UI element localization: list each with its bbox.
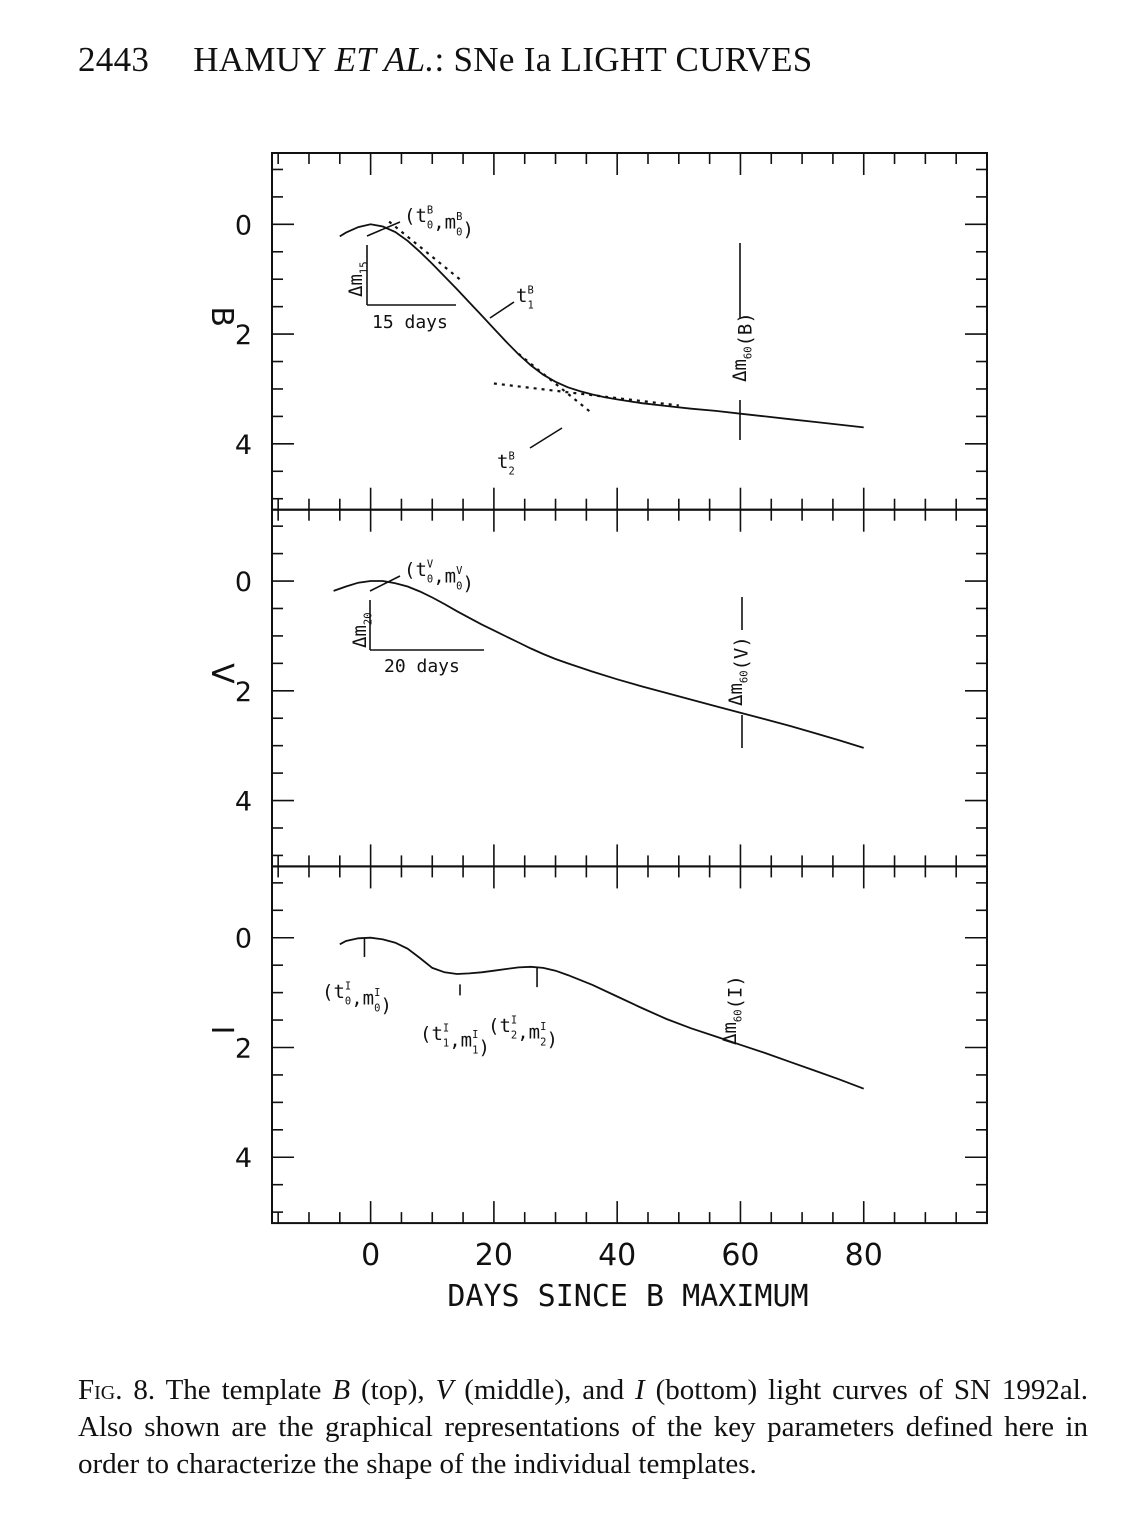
caption-i: I xyxy=(635,1374,645,1406)
peak-label: (tV 0,mV 0) xyxy=(404,558,474,594)
x-tick-label: 0 xyxy=(361,1238,380,1273)
tangent-late-steep xyxy=(517,352,594,415)
header-authors: HAMUY xyxy=(193,40,326,79)
header-etal: ET AL. xyxy=(334,40,435,79)
dm60-label: Δm60(B) xyxy=(729,312,757,382)
dm15-label: Δm15 xyxy=(345,262,371,297)
x-axis-label: DAYS SINCE B MAXIMUM xyxy=(447,1279,808,1314)
caption-fig-label: Fig. 8. xyxy=(78,1374,156,1406)
y-tick-label: 0 xyxy=(235,210,252,241)
panel-frame xyxy=(271,865,988,1225)
header-title: SNe Ia LIGHT CURVES xyxy=(453,40,813,79)
peak-pointer xyxy=(366,221,401,237)
caption-pre: The template xyxy=(155,1374,333,1406)
panel-frame xyxy=(271,508,988,868)
x-tick-label: 40 xyxy=(598,1238,636,1273)
days20-label: 20 days xyxy=(384,656,460,677)
figure-caption: Fig. 8. The template B (top), V (middle)… xyxy=(78,1372,1088,1483)
days15-label: 15 days xyxy=(372,312,448,333)
caption-b-note: (top), xyxy=(350,1374,436,1406)
y-tick-label: 0 xyxy=(235,567,252,598)
dm20-label: Δm20 xyxy=(349,613,375,648)
x-tick-label: 80 xyxy=(845,1238,883,1273)
t2-pointer xyxy=(529,427,563,449)
y-tick-label: 2 xyxy=(235,677,252,708)
t1-pointer xyxy=(489,301,515,319)
y-axis-label: V xyxy=(204,663,239,684)
t2-label: tB 2 xyxy=(497,450,515,477)
peak-label: (tI 0,mI 0) xyxy=(322,980,392,1016)
t1-label: tB 1 xyxy=(516,284,534,311)
y-axis-label: B xyxy=(204,306,239,327)
y-tick-label: 2 xyxy=(235,320,252,351)
peak-label: (tB 0,mB 0) xyxy=(404,204,474,240)
second-label: (tI 2,mI 2) xyxy=(488,1014,558,1050)
x-tick-label: 20 xyxy=(475,1238,513,1273)
light-curve-i xyxy=(339,936,865,1090)
peak-pointer xyxy=(369,575,401,592)
panel-i: 0 2 4 I (tI 0,mI 0) (tI 1,mI 1)(tI 2,mI 2) Δm60(I) 0 2… xyxy=(204,865,988,1273)
y-tick-label: 4 xyxy=(235,787,252,818)
page-number: 2443 xyxy=(78,40,150,79)
y-axis-label: I xyxy=(204,1026,239,1035)
light-curve-v xyxy=(333,580,864,749)
caption-b: B xyxy=(332,1374,351,1406)
x-tick-label: 60 xyxy=(721,1238,759,1273)
running-header: 2443 HAMUY ET AL.: SNe Ia LIGHT CURVES xyxy=(78,40,813,80)
y-tick-label: 0 xyxy=(235,924,252,955)
tangent-late-tail xyxy=(493,382,679,407)
caption-v-note: (middle), and xyxy=(453,1374,636,1406)
y-tick-label: 4 xyxy=(235,430,252,461)
caption-v: V xyxy=(435,1374,454,1406)
dm60-label: Δm60(V) xyxy=(725,636,753,706)
caption-rest: (bottom) light curves of SN 1992al. Also… xyxy=(78,1374,1089,1480)
header-colon: : xyxy=(434,40,445,79)
y-tick-label: 2 xyxy=(235,1033,252,1064)
dm60-label: Δm60(I) xyxy=(719,975,747,1045)
y-tick-label: 4 xyxy=(235,1143,252,1174)
panel-v: 0 2 4 V (tV 0,mV 0) Δm20 20 days Δm60(V) xyxy=(204,508,988,868)
min-label: (tI 1,mI 1) xyxy=(420,1022,490,1058)
